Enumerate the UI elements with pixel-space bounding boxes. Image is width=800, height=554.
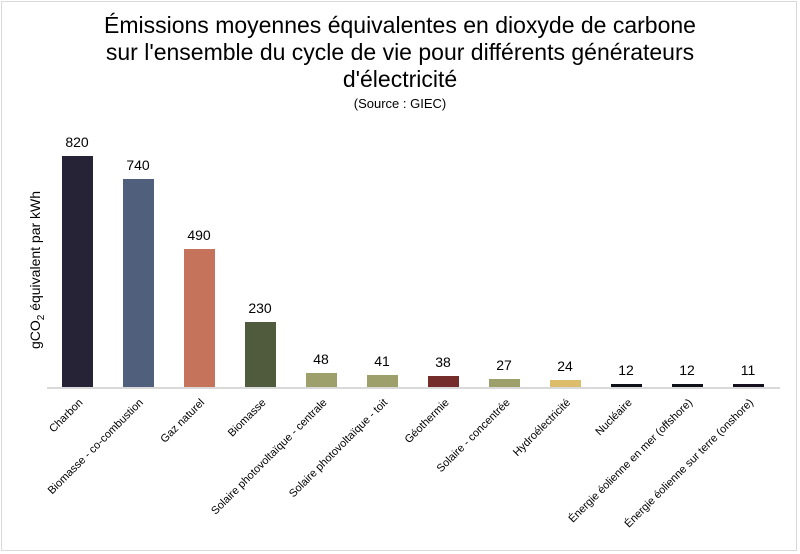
bar [183, 248, 215, 387]
bar [61, 156, 93, 387]
data-label: 27 [496, 357, 512, 374]
bar [488, 379, 520, 387]
bar [671, 383, 703, 387]
bar [610, 383, 642, 387]
bar [427, 376, 459, 387]
data-label: 740 [126, 156, 150, 173]
data-label: 12 [618, 361, 634, 378]
title-line-1: Émissions moyennes équivalentes en dioxy… [104, 12, 696, 38]
x-axis-line [47, 387, 780, 389]
chart-subtitle: (Source : GIEC) [353, 96, 447, 111]
data-label: 38 [435, 354, 451, 371]
bar [244, 322, 276, 387]
title-line-3: d'électricité [342, 66, 458, 92]
data-label: 24 [557, 358, 573, 375]
data-label: 820 [65, 134, 89, 150]
data-label: 41 [374, 353, 390, 370]
bar [549, 380, 581, 387]
data-label: 490 [187, 226, 211, 243]
chart-title: Émissions moyennes équivalentes en dioxy… [0, 12, 800, 93]
data-label: 12 [679, 361, 695, 378]
bar [366, 375, 398, 387]
data-label: 230 [248, 300, 272, 317]
data-label: 11 [740, 361, 756, 378]
data-label: 48 [313, 351, 329, 368]
y-axis-label: gCO2 équivalent par kWh [27, 190, 47, 350]
title-line-2: sur l'ensemble du cycle de vie pour diff… [105, 39, 695, 65]
bar [122, 178, 154, 387]
bar [305, 373, 337, 387]
bar [732, 383, 764, 387]
